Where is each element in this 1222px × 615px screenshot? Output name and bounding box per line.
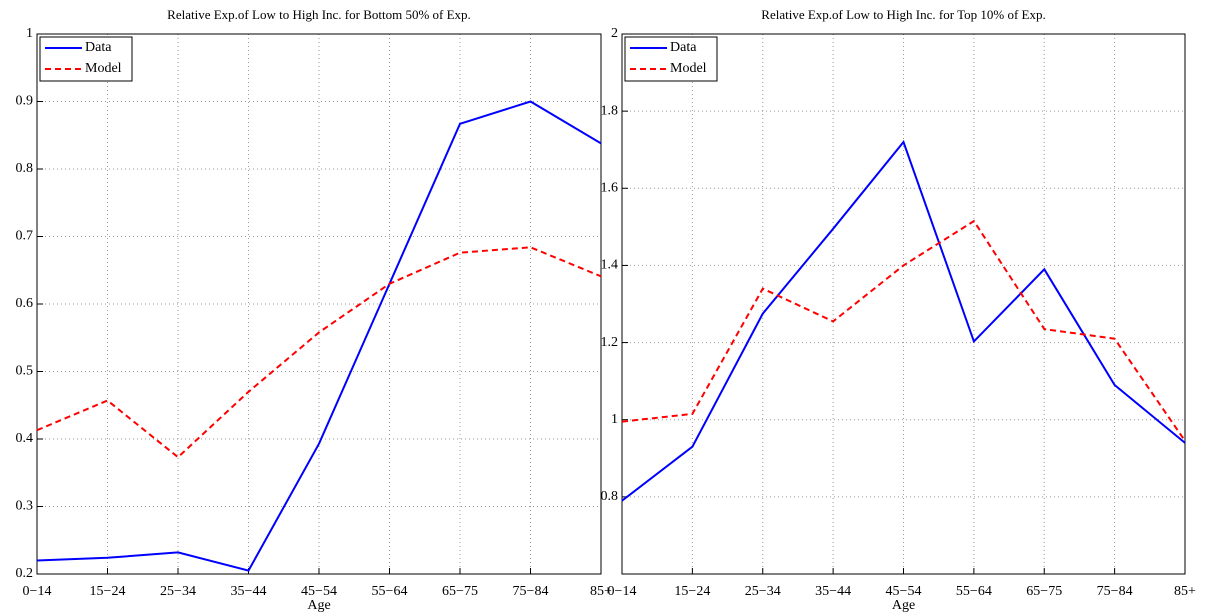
y-tick-label: 0.5 bbox=[16, 364, 34, 379]
x-tick-label: 55−64 bbox=[372, 584, 408, 599]
x-tick-label: 15−24 bbox=[90, 584, 126, 599]
x-tick-label: 35−44 bbox=[815, 584, 851, 599]
data-line bbox=[36, 246, 602, 459]
y-tick-label: 1.4 bbox=[601, 258, 619, 273]
x-tick-label: 25−34 bbox=[745, 584, 781, 599]
axes-frame bbox=[36, 33, 602, 575]
y-tick-label: 0.3 bbox=[16, 499, 34, 514]
x-tick-label: 85+ bbox=[590, 584, 612, 599]
y-tick-label: 0.2 bbox=[16, 566, 34, 581]
plot-area bbox=[622, 34, 1185, 574]
y-tick-label: 0.8 bbox=[601, 489, 619, 504]
y-tick-label: 0.6 bbox=[16, 296, 34, 311]
x-tick-label: 15−24 bbox=[674, 584, 710, 599]
x-tick-label: 75−84 bbox=[1097, 584, 1133, 599]
data-line bbox=[621, 139, 1186, 502]
y-tick-label: 1.6 bbox=[601, 181, 619, 196]
plot-area bbox=[37, 34, 601, 574]
axes-frame bbox=[621, 33, 1186, 575]
y-tick-label: 0.9 bbox=[16, 94, 34, 109]
x-tick-label: 0−14 bbox=[23, 584, 52, 599]
legend-label: Model bbox=[85, 61, 122, 76]
y-tick-label: 1.2 bbox=[601, 335, 619, 350]
x-axis-label: Age bbox=[307, 598, 330, 613]
x-tick-label: 65−75 bbox=[442, 584, 478, 599]
x-tick-label: 65−75 bbox=[1026, 584, 1062, 599]
data-line bbox=[621, 219, 1186, 442]
chart-title: Relative Exp.of Low to High Inc. for Top… bbox=[761, 7, 1045, 22]
y-tick-label: 0.8 bbox=[16, 161, 34, 176]
x-tick-label: 85+ bbox=[1174, 584, 1196, 599]
x-tick-label: 45−54 bbox=[886, 584, 922, 599]
y-tick-label: 2 bbox=[611, 26, 618, 41]
data-line bbox=[36, 100, 602, 572]
x-tick-label: 35−44 bbox=[231, 584, 267, 599]
y-tick-label: 1 bbox=[26, 26, 33, 41]
legend-box bbox=[39, 36, 133, 82]
y-tick-label: 0.7 bbox=[16, 229, 34, 244]
x-tick-label: 75−84 bbox=[513, 584, 549, 599]
y-tick-label: 1.8 bbox=[601, 103, 619, 118]
x-tick-label: 55−64 bbox=[956, 584, 992, 599]
chart-title: Relative Exp.of Low to High Inc. for Bot… bbox=[167, 7, 471, 22]
x-tick-label: 45−54 bbox=[301, 584, 337, 599]
legend-label: Data bbox=[670, 40, 697, 55]
legend-label: Data bbox=[85, 40, 112, 55]
x-tick-label: 25−34 bbox=[160, 584, 196, 599]
y-tick-label: 0.4 bbox=[16, 431, 34, 446]
x-tick-label: 0−14 bbox=[608, 584, 637, 599]
x-axis-label: Age bbox=[892, 598, 915, 613]
y-tick-label: 1 bbox=[611, 412, 618, 427]
legend-box bbox=[624, 36, 718, 82]
legend-label: Model bbox=[670, 61, 707, 76]
